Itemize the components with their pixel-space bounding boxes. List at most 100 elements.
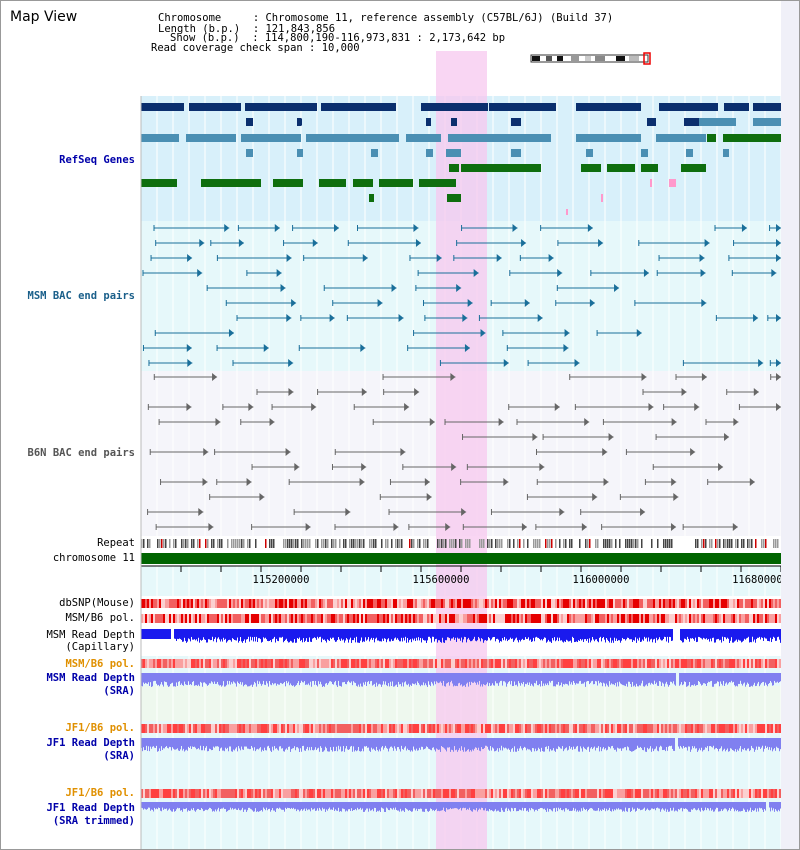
gene-arrow xyxy=(319,179,324,187)
track-label-jf1-depth-trim[interactable]: JF1 Read Depth xyxy=(46,802,135,814)
polymorphism-cell xyxy=(199,724,201,733)
depth-bar xyxy=(305,802,306,811)
b6n-bac-pairs[interactable] xyxy=(147,373,781,531)
depth-bar xyxy=(633,802,634,810)
depth-bar xyxy=(341,802,342,812)
coverage-info: Read coverage check span : 10,000 xyxy=(151,42,360,54)
polymorphism-cell xyxy=(169,659,171,668)
depth-bar xyxy=(549,673,550,682)
polymorphism-cell xyxy=(277,659,279,668)
depth-bar xyxy=(323,738,324,752)
depth-bar xyxy=(536,802,537,810)
depth-bar xyxy=(411,629,412,643)
track-label-msm-b6-pol[interactable]: MSM/B6 pol. xyxy=(65,612,135,624)
depth-bar xyxy=(212,738,213,750)
depth-bar xyxy=(430,738,431,750)
depth-bar xyxy=(493,802,494,812)
depth-bar xyxy=(759,738,760,747)
polymorphism-cell xyxy=(449,789,451,798)
chromosome-ideogram[interactable] xyxy=(530,52,651,65)
depth-bar xyxy=(754,629,755,640)
polymorphism-cell xyxy=(505,789,507,798)
depth-bar xyxy=(440,673,441,682)
track-label-repeat[interactable]: Repeat xyxy=(97,537,135,549)
polymorphism-cell xyxy=(209,724,211,733)
track-label-jf1-b6-pol[interactable]: JF1/B6 pol. xyxy=(65,722,135,734)
polymorphism-cell xyxy=(519,599,521,608)
depth-bar xyxy=(434,673,435,682)
refseq-genes[interactable] xyxy=(141,103,781,215)
polymorphism-cell xyxy=(539,599,541,608)
depth-bar xyxy=(485,802,486,809)
depth-bar xyxy=(252,738,253,748)
depth-bar xyxy=(739,802,740,812)
depth-bar xyxy=(772,629,773,640)
msm-bac-pairs[interactable] xyxy=(142,224,781,367)
polymorphism-cell xyxy=(545,599,547,608)
depth-bar xyxy=(607,673,608,686)
polymorphism-cell xyxy=(403,599,405,608)
depth-bar xyxy=(752,738,753,748)
depth-bar xyxy=(419,673,420,685)
polymorphism-cell xyxy=(567,614,569,623)
polymorphism-cell xyxy=(201,789,203,798)
depth-bar xyxy=(457,738,458,752)
depth-bar xyxy=(190,738,191,747)
polymorphism-cell xyxy=(311,599,313,608)
polymorphism-cell xyxy=(331,724,333,733)
depth-bar xyxy=(594,629,595,642)
depth-bar xyxy=(448,802,449,810)
track-label-jf1-depth-sra[interactable]: JF1 Read Depth xyxy=(46,737,135,749)
polymorphism-cell xyxy=(521,614,523,623)
depth-bar xyxy=(577,802,578,811)
track-label-jf1-b6-pol-trim[interactable]: JF1/B6 pol. xyxy=(65,787,135,799)
depth-bar xyxy=(529,629,530,641)
polymorphism-cell xyxy=(731,789,733,798)
depth-bar xyxy=(301,629,302,640)
track-label-msm-bac[interactable]: MSM BAC end pairs xyxy=(27,290,135,302)
depth-bar xyxy=(624,673,625,686)
polymorphism-cell xyxy=(617,614,619,623)
track-label-msm-depth-sra[interactable]: MSM Read Depth xyxy=(46,672,135,684)
depth-bar xyxy=(205,673,206,684)
right-scroll-strip[interactable] xyxy=(781,1,799,849)
depth-bar xyxy=(534,673,535,683)
track-label-msm-b6-pol-sra[interactable]: MSM/B6 pol. xyxy=(65,658,135,670)
depth-bar xyxy=(396,738,397,751)
depth-bar xyxy=(674,802,675,812)
track-label-chromosome[interactable]: chromosome 11 xyxy=(52,552,135,564)
polymorphism-cell xyxy=(655,724,657,733)
polymorphism-cell xyxy=(317,614,319,623)
depth-bar xyxy=(769,738,770,748)
polymorphism-cell xyxy=(555,789,557,798)
b6n-bac-pair-arrow xyxy=(749,478,755,486)
polymorphism-cell xyxy=(435,724,437,733)
gene-arrow xyxy=(511,149,516,157)
repeat-block xyxy=(441,539,443,548)
polymorphism-cell xyxy=(415,659,417,668)
depth-bar xyxy=(628,629,629,638)
depth-bar xyxy=(653,802,654,810)
depth-bar xyxy=(586,738,587,750)
depth-bar xyxy=(319,673,320,685)
polymorphism-cell xyxy=(469,724,471,733)
depth-bar xyxy=(249,629,250,642)
polymorphism-cell xyxy=(683,724,685,733)
polymorphism-cell xyxy=(625,599,627,608)
track-label-msm-depth-cap[interactable]: MSM Read Depth xyxy=(46,629,135,641)
depth-bar xyxy=(474,673,475,682)
depth-bar xyxy=(193,802,194,809)
depth-bar xyxy=(483,629,484,643)
gene-arrow xyxy=(201,179,206,187)
track-label-refseq[interactable]: RefSeq Genes xyxy=(59,154,135,166)
depth-bar xyxy=(307,738,308,747)
depth-bar xyxy=(147,738,148,751)
polymorphism-cell xyxy=(685,614,687,623)
polymorphism-cell xyxy=(385,724,387,733)
depth-bar xyxy=(342,673,343,683)
polymorphism-cell xyxy=(337,789,339,798)
polymorphism-cell xyxy=(195,789,197,798)
track-label-b6n-bac[interactable]: B6N BAC end pairs xyxy=(27,447,135,459)
track-label-dbsnp[interactable]: dbSNP(Mouse) xyxy=(59,597,135,609)
